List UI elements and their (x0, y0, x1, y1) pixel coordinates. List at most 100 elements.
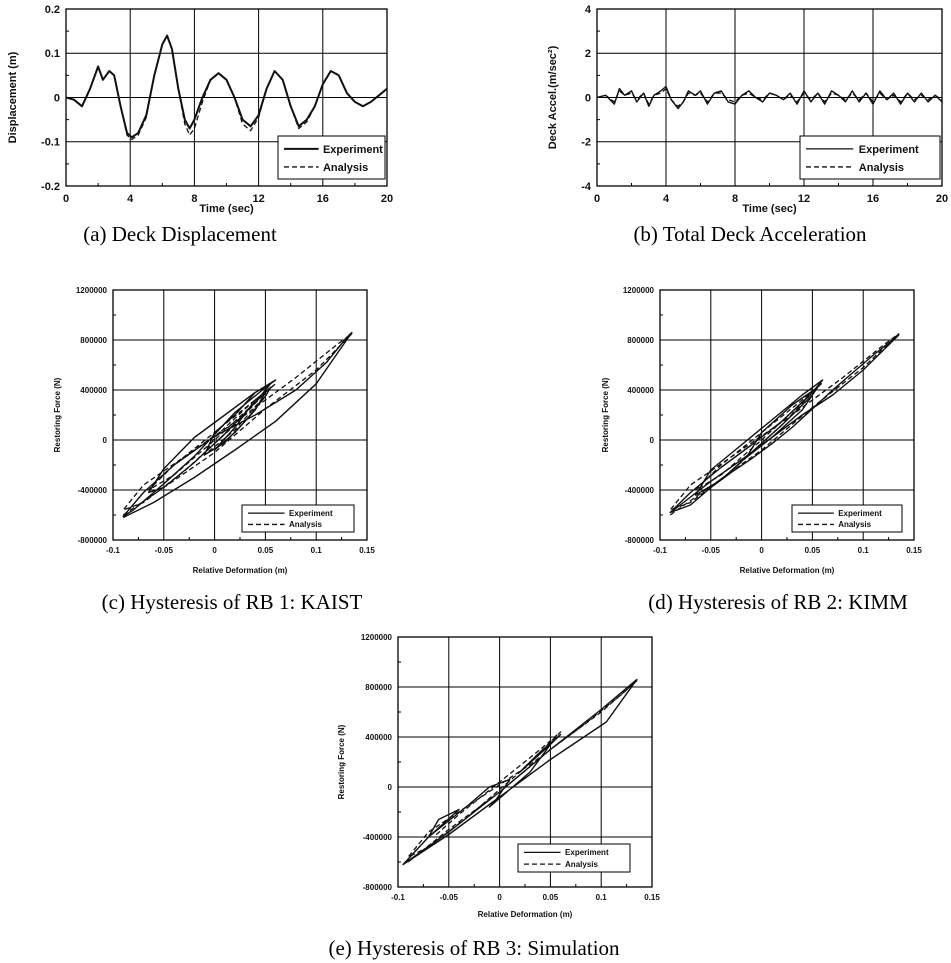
x-tick-label: 0 (63, 193, 69, 205)
chart-c: -0.1 -0.05 0 0.05 0.1 0.15 -800000 -400000 0 4000… (53, 286, 375, 614)
x-tick-label: 0.05 (543, 893, 559, 902)
legend-label-analysis: Analysis (289, 520, 322, 529)
x-tick-label: -0.1 (391, 893, 405, 902)
x-tick-label: 0 (497, 893, 502, 902)
y-tick-label: -800000 (625, 536, 655, 545)
x-tick-label: 8 (732, 193, 738, 205)
x-tick-label: 0.1 (311, 546, 323, 555)
y-axis-label: Displacement (m) (7, 51, 19, 143)
x-axis-label: Time (sec) (199, 203, 254, 215)
series-line-experiment (66, 34, 387, 139)
y-tick-label: -800000 (78, 536, 108, 545)
legend-label-analysis: Analysis (323, 162, 368, 174)
x-tick-label: 16 (317, 193, 329, 205)
x-axis-label: Relative Deformation (m) (478, 910, 573, 919)
x-tick-label: 0.05 (805, 546, 821, 555)
chart-caption: (a) Deck Displacement (83, 222, 277, 246)
x-tick-label: -0.05 (702, 546, 721, 555)
y-tick-label: -0.2 (41, 181, 60, 193)
legend: Experiment Analysis (791, 504, 903, 533)
x-tick-label: -0.05 (155, 546, 174, 555)
x-tick-label: 0.15 (644, 893, 660, 902)
y-tick-label: 0 (388, 783, 393, 792)
chart-e: -0.1 -0.05 0 0.05 0.1 0.15 -800000 -400000 0 4000… (328, 633, 660, 960)
legend-label-experiment: Experiment (838, 509, 882, 518)
x-tick-label: 4 (663, 193, 670, 205)
y-tick-label: -400000 (78, 486, 108, 495)
x-axis-label: Relative Deformation (m) (193, 566, 288, 575)
series-line-analysis (407, 680, 638, 863)
series-line-experiment (402, 678, 638, 866)
legend-label-analysis: Analysis (838, 520, 871, 529)
x-tick-label: 4 (127, 193, 134, 205)
legend-label-experiment: Experiment (289, 509, 333, 518)
x-tick-label: -0.1 (653, 546, 667, 555)
series-line-analysis (669, 333, 900, 516)
y-tick-label: -4 (581, 181, 592, 193)
y-tick-label: -400000 (625, 486, 655, 495)
legend-label-experiment: Experiment (323, 144, 383, 156)
y-tick-label: 4 (585, 4, 592, 16)
x-tick-label: 16 (867, 193, 879, 205)
x-tick-label: 0 (594, 193, 600, 205)
plot-frame (112, 289, 368, 541)
x-tick-label: -0.05 (440, 893, 459, 902)
chart-b: 0 4 8 12 16 20 -4 -2 0 2 4 Time (sec) Deck Accel.(m/… (547, 4, 948, 246)
chart-caption: (c) Hysteresis of RB 1: KAIST (102, 590, 363, 614)
y-tick-label: 0 (585, 92, 591, 104)
y-tick-label: 800000 (627, 336, 654, 345)
legend: Experiment Analysis (241, 504, 355, 533)
chart-d: -0.1 -0.05 0 0.05 0.1 0.15 -800000 -400000 0 4000… (601, 286, 922, 614)
y-tick-label: -0.1 (41, 137, 60, 149)
x-tick-label: 20 (936, 193, 948, 205)
chart-caption: (e) Hysteresis of RB 3: Simulation (328, 936, 620, 960)
y-axis-label: Restoring Force (N) (601, 377, 610, 452)
plot-frame (659, 289, 915, 541)
x-axis-label: Relative Deformation (m) (740, 566, 835, 575)
legend-box (799, 135, 941, 180)
y-tick-label: 0.2 (45, 4, 60, 16)
y-tick-label: 400000 (80, 386, 107, 395)
legend-label-analysis: Analysis (859, 162, 904, 174)
x-tick-label: 0.1 (596, 893, 608, 902)
x-tick-label: -0.1 (106, 546, 120, 555)
x-axis-label: Time (sec) (742, 203, 797, 215)
y-tick-label: 400000 (365, 733, 392, 742)
y-tick-label: 0 (54, 92, 60, 104)
y-tick-label: 1200000 (361, 633, 393, 642)
y-tick-label: -400000 (363, 833, 393, 842)
legend: Experiment Analysis (799, 135, 941, 180)
legend-box (277, 135, 386, 180)
y-tick-label: 2 (585, 48, 591, 60)
y-tick-label: 400000 (627, 386, 654, 395)
x-tick-label: 0.1 (858, 546, 870, 555)
x-tick-label: 0.15 (359, 546, 375, 555)
chart-caption: (d) Hysteresis of RB 2: KIMM (648, 590, 908, 614)
y-tick-label: -800000 (363, 883, 393, 892)
legend-label-experiment: Experiment (859, 144, 919, 156)
x-tick-label: 20 (381, 193, 393, 205)
x-tick-label: 0 (212, 546, 217, 555)
series-line-analysis (66, 34, 387, 141)
chart-a: 0 4 8 12 16 20 -0.2 -0.1 0 0.1 0.2 Time (sec) Displa… (7, 4, 393, 246)
legend: Experiment Analysis (517, 843, 631, 873)
y-tick-label: 0 (650, 436, 655, 445)
y-axis-label: Deck Accel.(m/sec²) (547, 45, 559, 149)
y-tick-label: -2 (581, 137, 591, 149)
series-line-experiment (669, 334, 900, 514)
y-tick-label: 0 (103, 436, 108, 445)
chart-caption: (b) Total Deck Acceleration (633, 222, 867, 246)
y-tick-label: 1200000 (623, 286, 655, 295)
x-tick-label: 12 (798, 193, 810, 205)
x-tick-label: 8 (191, 193, 197, 205)
x-tick-label: 0.15 (906, 546, 922, 555)
y-tick-label: 800000 (80, 336, 107, 345)
y-tick-label: 0.1 (45, 48, 60, 60)
y-axis-label: Restoring Force (N) (337, 724, 346, 799)
x-tick-label: 0.05 (258, 546, 274, 555)
legend-box (241, 504, 355, 533)
y-tick-label: 800000 (365, 683, 392, 692)
x-tick-label: 0 (759, 546, 764, 555)
legend: Experiment Analysis (277, 135, 386, 180)
